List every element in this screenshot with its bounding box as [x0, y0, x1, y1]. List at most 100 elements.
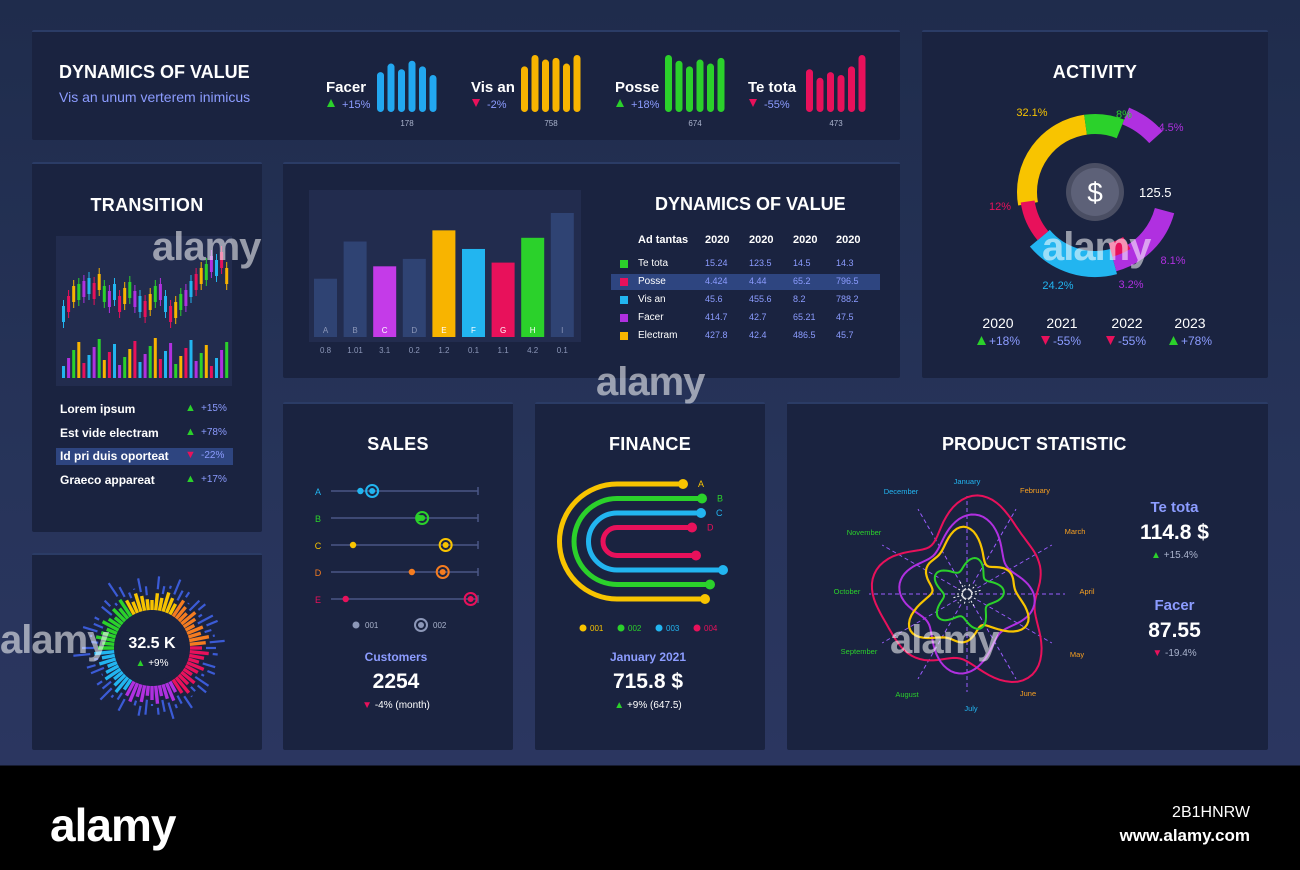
radial-spoke [171, 678, 184, 694]
table-cell: 14.3 [836, 258, 854, 268]
radial-outer-spoke [168, 585, 172, 589]
radar-month-label: September [841, 647, 878, 656]
transition-list-item[interactable]: Id pri duis oporteat ▼ -22% [56, 448, 233, 465]
radial-outer-spoke [194, 675, 210, 687]
finance-arc-endpoint [696, 508, 706, 518]
header-subtitle: Vis an unum verterem inimicus [59, 89, 251, 105]
product-stat-value: 114.8 $ [1140, 521, 1209, 544]
up-arrow-icon: ▲ [185, 425, 196, 438]
volume-bar [204, 345, 208, 378]
table-row[interactable]: Vis an 45.6 455.6 8.2 788.2 [611, 292, 880, 308]
radar-center-spoke [969, 596, 973, 600]
radar-month-label: October [834, 587, 861, 596]
table-row[interactable]: Posse 4.424 4.44 65.2 796.5 [611, 274, 880, 290]
volume-bar [92, 347, 96, 378]
radial-spoke [139, 684, 147, 703]
transition-item-label: Graeco appareat [60, 472, 155, 487]
bar-value-label: 1.01 [347, 346, 363, 355]
activity-segment-label: 24.2% [1042, 280, 1073, 292]
radar-center-spoke [970, 589, 982, 594]
radial-outer-spoke [101, 605, 113, 616]
candle-body [77, 284, 81, 300]
radial-spoke [187, 631, 202, 639]
candle-body [164, 296, 167, 312]
transition-panel: TRANSITION Lorem ipsum ▲ +15% Est vide elec… [32, 162, 262, 532]
transition-list-item[interactable]: Graeco appareat ▲ +17% [56, 472, 233, 489]
table-header-row: Ad tantas 2020 2020 2020 2020 [611, 234, 881, 250]
metric-bar [686, 66, 693, 112]
transition-item-change: -22% [201, 450, 225, 461]
up-arrow-icon: ▲ [185, 402, 196, 414]
table-cell: 15.24 [705, 258, 728, 268]
table-cell: 45.7 [836, 330, 854, 340]
table-row-name: Facer [638, 312, 664, 323]
bar [402, 258, 426, 337]
watermark-overlay: alamy [1042, 225, 1151, 269]
down-arrow-icon: ▼ [185, 449, 196, 461]
finance-legend-dot [693, 624, 701, 632]
candle-body [67, 296, 71, 312]
finance-arc-chart: A BCD 001 002 003 004 [557, 479, 728, 633]
table-row[interactable]: Facer 414.7 42.7 65.21 47.5 [611, 310, 880, 326]
down-arrow-icon [1041, 336, 1050, 345]
sales-point-002-ring [435, 565, 450, 579]
product-stat-change: ▼ -19.4% [1122, 648, 1227, 659]
radial-spoke [187, 657, 200, 664]
radial-outer-spoke [176, 590, 184, 601]
activity-panel: ACTIVITY $125.5 32.1% 8% 4.5% 8.1% 3.2% 24.2% 1… [922, 30, 1268, 378]
sales-row-label: C [315, 541, 322, 551]
radial-value: 32.5 K [128, 635, 176, 652]
radial-outer-spoke [190, 695, 193, 698]
metric-bar [816, 77, 824, 112]
activity-center-badge-inner [1071, 168, 1119, 216]
bar [550, 213, 574, 337]
radial-outer-spoke [167, 702, 175, 720]
radial-spoke [168, 680, 178, 693]
radar-month-label: January [954, 477, 981, 486]
product-radar-chart: January February March April May June July Augu… [834, 477, 1095, 713]
radar-center-spoke [969, 584, 977, 592]
transition-list-item[interactable]: Est vide electram ▲ +78% [56, 425, 233, 442]
finance-arc-endpoint [691, 550, 701, 561]
finance-value: 715.8 $ [612, 670, 684, 693]
radial-spoke [154, 593, 160, 611]
radial-outer-spoke [173, 579, 182, 595]
radial-spoke [157, 597, 164, 612]
table-row[interactable]: Te tota 15.24 123.5 14.5 14.3 [611, 256, 880, 272]
finance-arc-endpoint [718, 565, 728, 575]
activity-year: 2021 [1046, 315, 1077, 331]
transition-list-item[interactable]: Lorem ipsum ▲ +15% [56, 401, 233, 418]
legend-swatch [620, 260, 628, 268]
radial-outer-spoke [207, 669, 216, 676]
watermark-overlay: alamy [890, 618, 999, 662]
volume-bar [97, 339, 101, 378]
radial-spoke [168, 603, 178, 616]
radial-change: +9% [148, 658, 169, 669]
radial-outer-spoke [176, 695, 183, 705]
radar-month-label: June [1020, 689, 1036, 698]
radial-spoke [102, 641, 115, 646]
up-arrow-icon [1169, 336, 1178, 345]
radar-center-spoke [957, 596, 965, 604]
finance-change-wrap: ▲ +9% (647.5) [535, 700, 761, 711]
radial-change-wrap: ▲ +9% [32, 658, 262, 669]
table-cell: 42.7 [749, 312, 767, 322]
down-arrow-icon [1106, 336, 1115, 345]
candle-body [128, 282, 132, 298]
radial-outer-spoke [110, 694, 115, 699]
sales-value: 2254 [372, 670, 420, 693]
table-cell: 8.2 [793, 294, 806, 304]
volume-bar [199, 353, 203, 378]
table-row[interactable]: Electram 427.8 42.4 486.5 45.7 [611, 328, 880, 344]
activity-year-change: +18% [989, 334, 1020, 348]
radial-spoke [98, 657, 117, 666]
activity-year: 2023 [1174, 315, 1205, 331]
radial-spoke [145, 685, 150, 696]
metric-name: Te tota [748, 79, 797, 96]
candle-body [62, 306, 65, 322]
radial-spoke [186, 625, 204, 636]
radial-outer-spoke [197, 613, 203, 618]
table-header-cell: 2020 [836, 234, 861, 246]
up-arrow-icon: ▲ [1151, 550, 1164, 561]
activity-segment-label: 3.2% [1118, 279, 1143, 291]
